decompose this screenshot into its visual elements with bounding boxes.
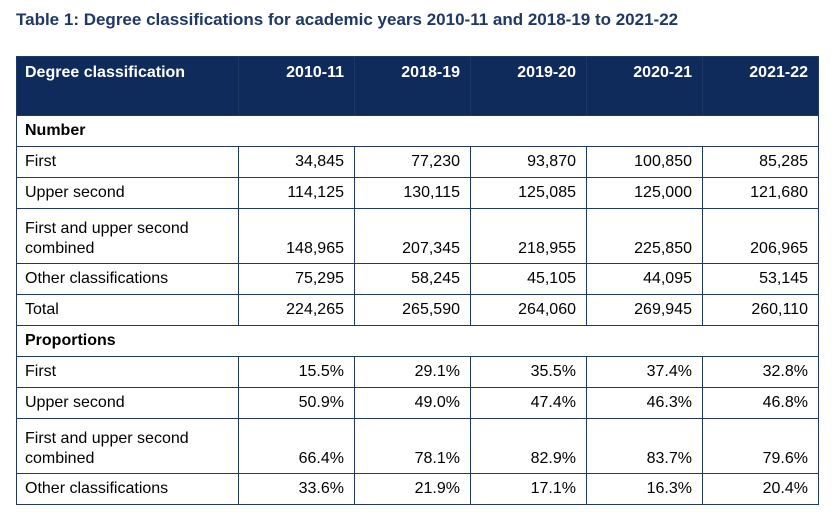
- table-cell: 260,110: [702, 294, 819, 326]
- table-cell: 125,000: [586, 177, 703, 209]
- table-cell: 265,590: [354, 294, 471, 326]
- table-cell: 224,265: [238, 294, 355, 326]
- table-cell: 47.4%: [470, 387, 587, 419]
- table-cell: 34,845: [238, 146, 355, 178]
- table-row: First 15.5% 29.1% 35.5% 37.4% 32.8%: [16, 356, 819, 388]
- header-year: 2020-21: [586, 56, 703, 116]
- table-cell: 49.0%: [354, 387, 471, 419]
- row-label: First and upper second combined: [16, 208, 239, 264]
- row-label: Upper second: [16, 177, 239, 209]
- table-cell: 50.9%: [238, 387, 355, 419]
- header-year: 2018-19: [354, 56, 471, 116]
- table-cell: 45,105: [470, 263, 587, 295]
- row-label: Other classifications: [16, 473, 239, 505]
- table-cell: 77,230: [354, 146, 471, 178]
- table-cell: 53,145: [702, 263, 819, 295]
- header-year: 2019-20: [470, 56, 587, 116]
- row-label: Upper second: [16, 387, 239, 419]
- table-title: Table 1: Degree classifications for acad…: [16, 10, 679, 29]
- header-label: Degree classification: [16, 56, 239, 116]
- table-cell: 35.5%: [470, 356, 587, 388]
- table-cell: 130,115: [354, 177, 471, 209]
- table-cell: 44,095: [586, 263, 703, 295]
- header-row: Degree classification 2010-11 2018-19 20…: [16, 56, 819, 116]
- degree-classifications-table: Degree classification 2010-11 2018-19 20…: [16, 56, 819, 505]
- table-cell: 85,285: [702, 146, 819, 178]
- table-row: Other classifications 75,295 58,245 45,1…: [16, 263, 819, 295]
- table-cell: 66.4%: [238, 418, 355, 474]
- table-cell: 16.3%: [586, 473, 703, 505]
- table-cell: 218,955: [470, 208, 587, 264]
- table-cell: 83.7%: [586, 418, 703, 474]
- table-cell: 79.6%: [702, 418, 819, 474]
- table-cell: 225,850: [586, 208, 703, 264]
- table-cell: 82.9%: [470, 418, 587, 474]
- table-row: Other classifications 33.6% 21.9% 17.1% …: [16, 473, 819, 505]
- section-label: Number: [16, 115, 819, 147]
- table-row: Upper second 50.9% 49.0% 47.4% 46.3% 46.…: [16, 387, 819, 419]
- table-cell: 121,680: [702, 177, 819, 209]
- table-cell: 78.1%: [354, 418, 471, 474]
- table-cell: 125,085: [470, 177, 587, 209]
- table-cell: 58,245: [354, 263, 471, 295]
- table-cell: 15.5%: [238, 356, 355, 388]
- table-cell: 75,295: [238, 263, 355, 295]
- table-row: Total 224,265 265,590 264,060 269,945 26…: [16, 294, 819, 326]
- table-cell: 33.6%: [238, 473, 355, 505]
- header-year: 2021-22: [702, 56, 819, 116]
- row-label: First: [16, 356, 239, 388]
- table-cell: 207,345: [354, 208, 471, 264]
- row-label: Total: [16, 294, 239, 326]
- table-cell: 269,945: [586, 294, 703, 326]
- table-row: First 34,845 77,230 93,870 100,850 85,28…: [16, 146, 819, 178]
- row-label: First and upper second combined: [16, 418, 239, 474]
- table-cell: 37.4%: [586, 356, 703, 388]
- table-cell: 21.9%: [354, 473, 471, 505]
- table-cell: 93,870: [470, 146, 587, 178]
- table-cell: 29.1%: [354, 356, 471, 388]
- table-cell: 148,965: [238, 208, 355, 264]
- table-row: First and upper second combined 66.4% 78…: [16, 418, 819, 474]
- table-cell: 114,125: [238, 177, 355, 209]
- table-cell: 206,965: [702, 208, 819, 264]
- table-cell: 46.3%: [586, 387, 703, 419]
- section-label: Proportions: [16, 325, 819, 357]
- table-cell: 264,060: [470, 294, 587, 326]
- table-cell: 46.8%: [702, 387, 819, 419]
- table-cell: 20.4%: [702, 473, 819, 505]
- row-label: Other classifications: [16, 263, 239, 295]
- table-cell: 100,850: [586, 146, 703, 178]
- table-cell: 17.1%: [470, 473, 587, 505]
- row-label: First: [16, 146, 239, 178]
- table-cell: 32.8%: [702, 356, 819, 388]
- table-row: First and upper second combined 148,965 …: [16, 208, 819, 264]
- section-row: Number: [16, 115, 819, 147]
- table-row: Upper second 114,125 130,115 125,085 125…: [16, 177, 819, 209]
- section-row: Proportions: [16, 325, 819, 357]
- header-year: 2010-11: [238, 56, 355, 116]
